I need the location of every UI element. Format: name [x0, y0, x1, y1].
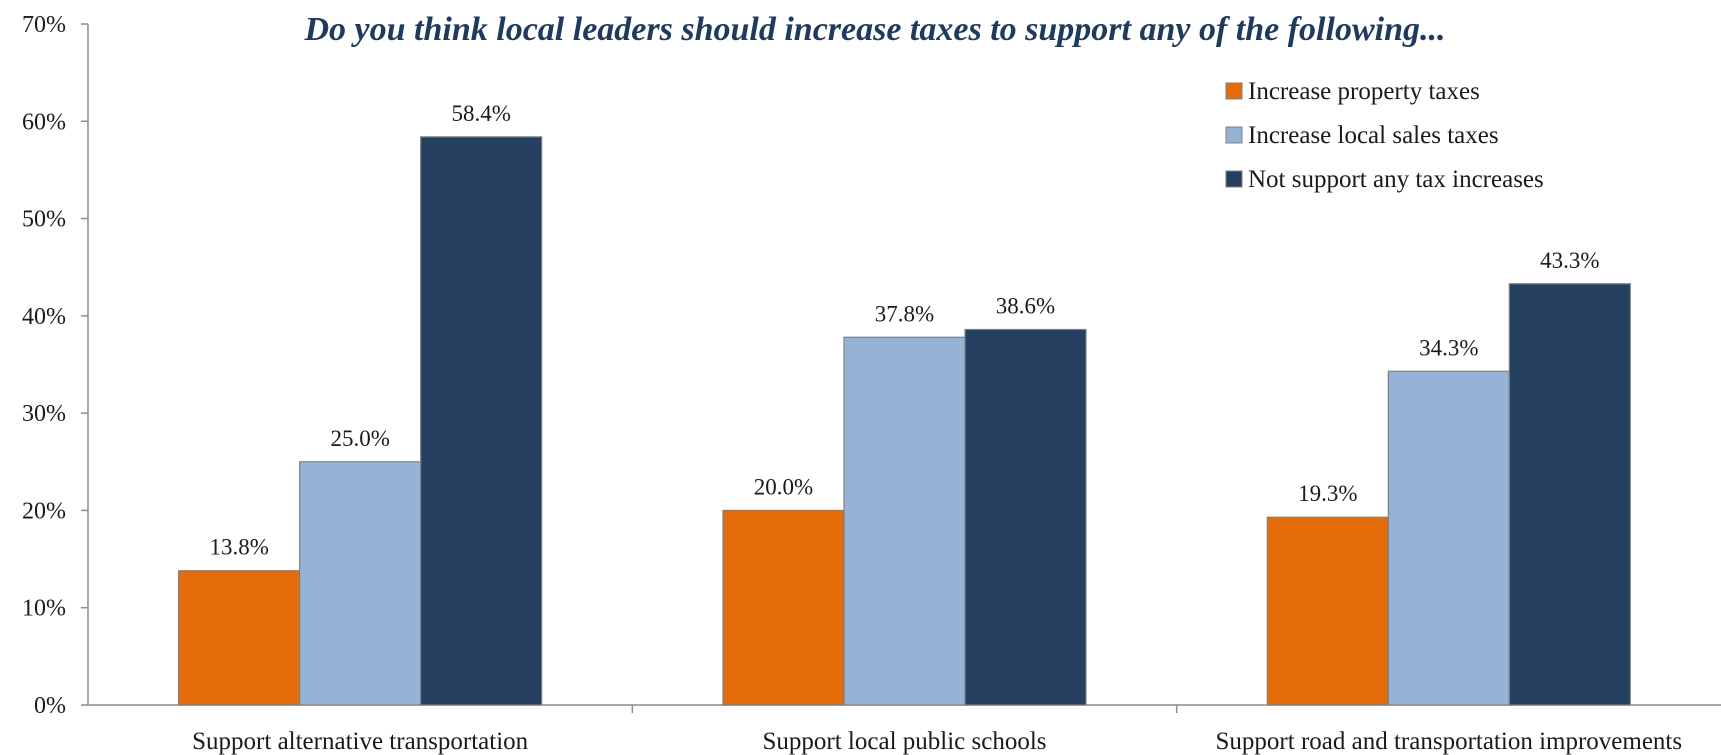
- axes: 0% 10% 20% 30% 40% 50% 60% 70% Support alternati…: [22, 12, 1721, 755]
- bar: [178, 570, 301, 706]
- x-category-label: Support alternative transportation: [192, 728, 529, 755]
- legend: Increase property taxes Increase local sa…: [1225, 78, 1544, 193]
- data-label: 20.0%: [754, 474, 813, 499]
- data-label: 43.3%: [1540, 248, 1599, 273]
- bar: [420, 136, 543, 706]
- y-tick-label: 20%: [22, 498, 66, 524]
- chart-title: Do you think local leaders should increa…: [304, 11, 1446, 48]
- legend-swatch: [1225, 170, 1243, 188]
- bar: [1387, 370, 1510, 706]
- y-tick-label: 50%: [22, 207, 66, 233]
- y-tick-label: 0%: [34, 693, 66, 719]
- data-label: 13.8%: [209, 535, 268, 560]
- legend-swatch: [1225, 82, 1243, 100]
- legend-label: Increase local sales taxes: [1248, 122, 1499, 149]
- data-label: 25.0%: [330, 426, 389, 451]
- data-label: 58.4%: [451, 101, 510, 126]
- data-label: 37.8%: [875, 301, 934, 326]
- bar: [1508, 283, 1631, 706]
- data-label: 19.3%: [1298, 481, 1357, 506]
- bar: [843, 336, 966, 706]
- bar: [722, 509, 845, 706]
- y-tick-label: 30%: [22, 401, 66, 427]
- y-tick-label: 70%: [22, 12, 66, 38]
- legend-label: Not support any tax increases: [1248, 166, 1544, 193]
- y-tick-label: 40%: [22, 304, 66, 330]
- x-category-label: Support local public schools: [763, 728, 1047, 755]
- y-tick-label: 60%: [22, 109, 66, 135]
- data-labels: 13.8% 25.0% 58.4% 20.0% 37.8% 38.6% 19.3% 34.3%…: [209, 101, 1599, 560]
- bar: [299, 461, 422, 706]
- y-tick-label: 10%: [22, 596, 66, 622]
- x-category-label: Support road and transportation improvem…: [1216, 728, 1683, 755]
- bar: [1266, 516, 1389, 706]
- bar: [964, 328, 1087, 706]
- bars: [178, 136, 1631, 706]
- legend-swatch: [1225, 126, 1243, 144]
- data-label: 38.6%: [996, 293, 1055, 318]
- legend-label: Increase property taxes: [1248, 78, 1480, 105]
- data-label: 34.3%: [1419, 335, 1478, 360]
